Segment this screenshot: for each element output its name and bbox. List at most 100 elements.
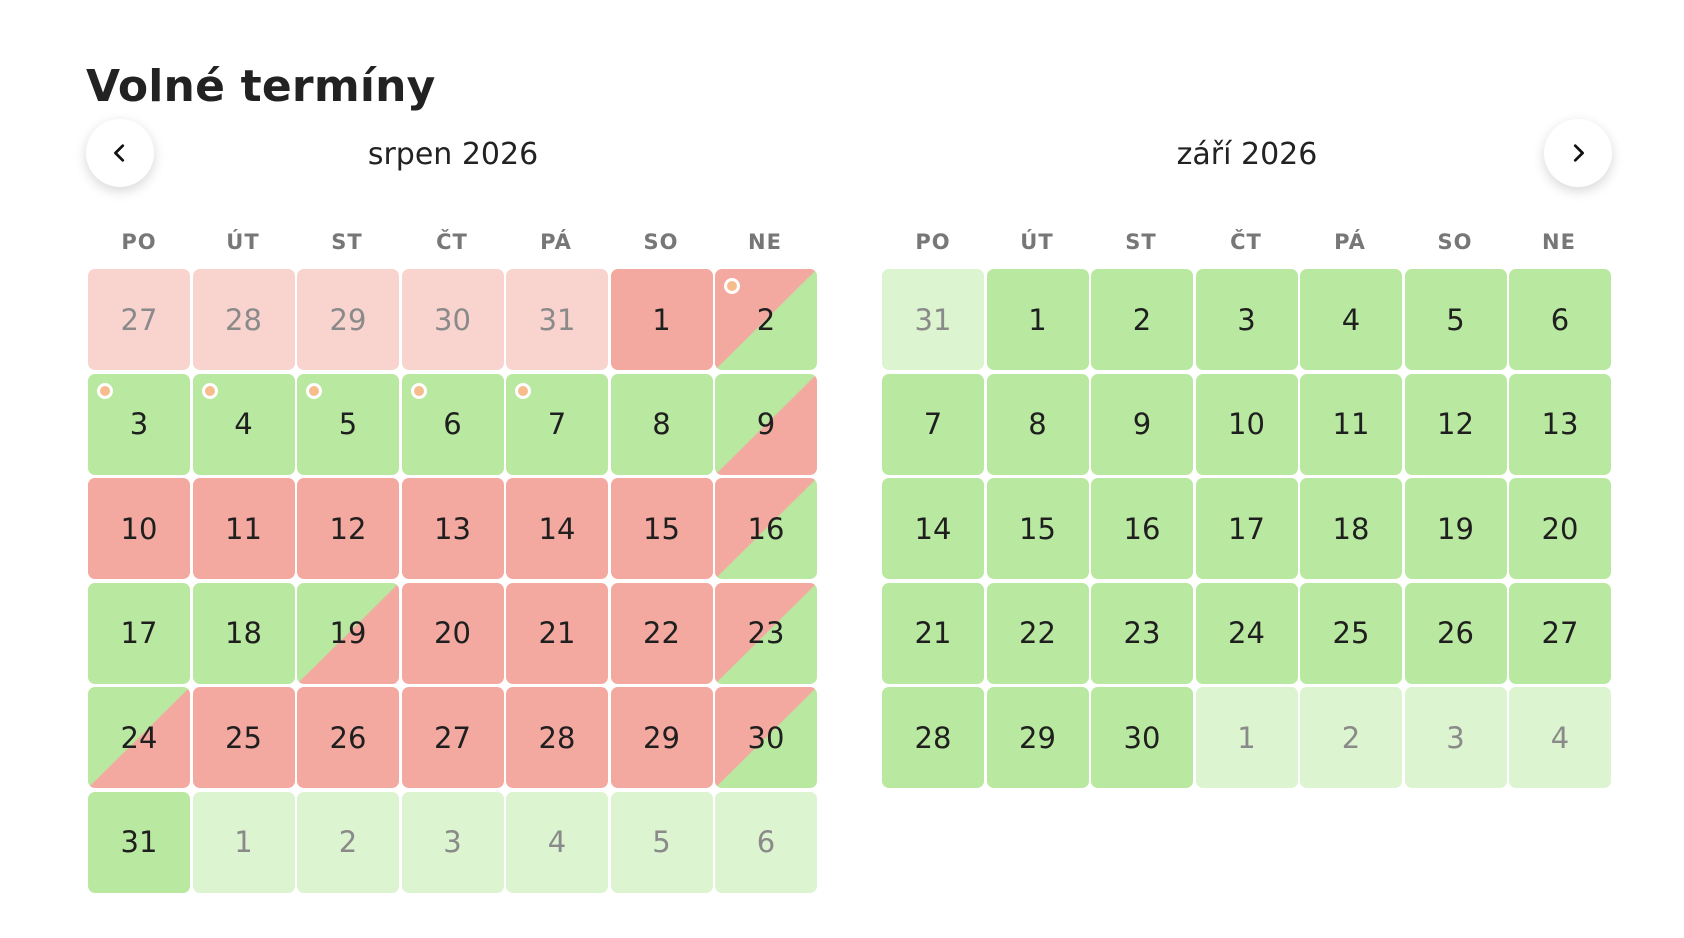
calendar-day-free[interactable]: 6 — [1509, 269, 1611, 370]
calendar-day-booked[interactable]: 27 — [401, 687, 504, 788]
day-number: 20 — [434, 616, 471, 650]
calendar-day-free[interactable]: 6 — [401, 373, 504, 475]
calendar-day-free[interactable]: 17 — [88, 582, 190, 684]
calendar-day-free[interactable]: 14 — [882, 478, 984, 579]
calendar-day-booked[interactable]: 11 — [192, 478, 295, 579]
weekday-label: ÚT — [226, 230, 260, 254]
calendar-day-free[interactable]: 8 — [610, 373, 713, 475]
calendar-day-free[interactable]: 10 — [1195, 373, 1298, 475]
calendar-day-split-out[interactable]: 9 — [715, 373, 817, 475]
calendar-day-other: 3 — [401, 791, 504, 893]
calendar-day-booked[interactable]: 25 — [192, 687, 295, 788]
calendar-day-free[interactable]: 3 — [1195, 269, 1298, 370]
day-number: 7 — [547, 407, 567, 441]
calendar-day-free[interactable]: 15 — [986, 478, 1089, 579]
calendar-day-free[interactable]: 19 — [1404, 478, 1507, 579]
calendar-day-free[interactable]: 5 — [297, 373, 399, 475]
calendar-day-free[interactable]: 1 — [986, 269, 1089, 370]
marker-dot-icon — [306, 382, 322, 399]
weekday-label: SO — [643, 230, 679, 254]
calendar-day-other: 31 — [882, 269, 984, 370]
day-number: 17 — [120, 616, 158, 650]
day-number: 9 — [1132, 407, 1152, 441]
day-number: 18 — [225, 616, 262, 650]
calendar-day-free[interactable]: 28 — [882, 687, 984, 788]
weekday-label: NE — [748, 230, 782, 254]
calendar-day-free[interactable]: 26 — [1404, 582, 1507, 684]
weekday-label: ČT — [436, 230, 468, 254]
calendar-day-split-out[interactable]: 19 — [297, 582, 399, 684]
day-number: 23 — [1123, 616, 1161, 650]
calendar-day-booked[interactable]: 21 — [506, 582, 608, 684]
calendar-day-free[interactable]: 13 — [1509, 373, 1611, 475]
calendar-day-free[interactable]: 21 — [882, 582, 984, 684]
calendar-day-free[interactable]: 4 — [1300, 269, 1402, 370]
day-number: 3 — [1237, 302, 1256, 337]
calendar-day-split-out[interactable]: 24 — [88, 687, 190, 788]
calendar-day-free[interactable]: 4 — [192, 373, 295, 475]
calendar-day-free[interactable]: 29 — [986, 687, 1089, 788]
calendar-day-free[interactable]: 2 — [1091, 269, 1193, 370]
calendar-day-other: 2 — [297, 791, 399, 893]
calendar-day-past: 31 — [506, 269, 608, 370]
day-number: 2 — [338, 825, 358, 859]
day-number: 27 — [434, 720, 471, 755]
calendar-day-past: 29 — [297, 269, 399, 370]
calendar-day-booked[interactable]: 22 — [610, 582, 713, 684]
weekday-label: SO — [1437, 230, 1473, 254]
next-month-button[interactable] — [1544, 119, 1612, 187]
weekday-label: ST — [1125, 230, 1157, 254]
calendar-day-free[interactable]: 3 — [88, 373, 190, 475]
calendar-day-free[interactable]: 18 — [1300, 478, 1402, 579]
calendar-day-free[interactable]: 9 — [1091, 373, 1193, 475]
calendar-day-booked[interactable]: 1 — [610, 269, 713, 370]
calendar-day-split-in[interactable]: 2 — [715, 269, 817, 370]
day-number: 17 — [1228, 511, 1265, 546]
calendar-day-booked[interactable]: 15 — [610, 478, 713, 579]
calendar-day-booked[interactable]: 28 — [506, 687, 608, 788]
calendar-day-free[interactable]: 23 — [1091, 582, 1193, 684]
calendar-day-free[interactable]: 7 — [506, 373, 608, 475]
calendar-day-split-in[interactable]: 30 — [715, 687, 817, 788]
calendar-day-free[interactable]: 12 — [1404, 373, 1507, 475]
day-number: 3 — [129, 407, 149, 441]
marker-dot-icon — [724, 278, 740, 294]
day-number: 19 — [1437, 511, 1474, 546]
day-number: 21 — [914, 616, 952, 650]
day-number: 2 — [1341, 720, 1361, 755]
calendar-day-free[interactable]: 31 — [88, 791, 190, 893]
calendar-day-free[interactable]: 8 — [986, 373, 1089, 475]
calendar-day-booked[interactable]: 20 — [401, 582, 504, 684]
calendar-day-booked[interactable]: 13 — [401, 478, 504, 579]
calendar-day-free[interactable]: 22 — [986, 582, 1089, 684]
calendar-day-free[interactable]: 7 — [882, 373, 984, 475]
calendar-day-split-in[interactable]: 23 — [715, 582, 817, 684]
calendar-day-free[interactable]: 20 — [1509, 478, 1611, 579]
calendar-day-booked[interactable]: 10 — [88, 478, 190, 579]
day-number: 13 — [1541, 407, 1579, 441]
day-number: 5 — [652, 825, 671, 859]
day-number: 11 — [225, 511, 262, 546]
calendar-day-booked[interactable]: 29 — [610, 687, 713, 788]
calendar-day-free[interactable]: 18 — [192, 582, 295, 684]
calendar-day-free[interactable]: 17 — [1195, 478, 1298, 579]
calendar-day-booked[interactable]: 14 — [506, 478, 608, 579]
prev-month-button[interactable] — [86, 119, 154, 187]
weekday-label: PO — [121, 230, 157, 254]
calendar-day-free[interactable]: 27 — [1509, 582, 1611, 684]
calendar-day-booked[interactable]: 12 — [297, 478, 399, 579]
calendar-day-free[interactable]: 16 — [1091, 478, 1193, 579]
day-number: 3 — [1446, 720, 1465, 755]
calendar-day-free[interactable]: 30 — [1091, 687, 1193, 788]
day-number: 23 — [747, 616, 785, 650]
calendar-day-free[interactable]: 11 — [1300, 373, 1402, 475]
calendar-day-free[interactable]: 5 — [1404, 269, 1507, 370]
month-calendar-august: srpen 2026 PO ÚT ST ČT PÁ SO NE 27 28 29 30… — [88, 130, 818, 893]
calendar-day-booked[interactable]: 26 — [297, 687, 399, 788]
calendar-day-past: 30 — [401, 269, 504, 370]
calendar-day-free[interactable]: 24 — [1195, 582, 1298, 684]
day-number: 30 — [747, 720, 785, 755]
day-number: 26 — [1437, 616, 1474, 650]
calendar-day-free[interactable]: 25 — [1300, 582, 1402, 684]
calendar-day-split-in[interactable]: 16 — [715, 478, 817, 579]
